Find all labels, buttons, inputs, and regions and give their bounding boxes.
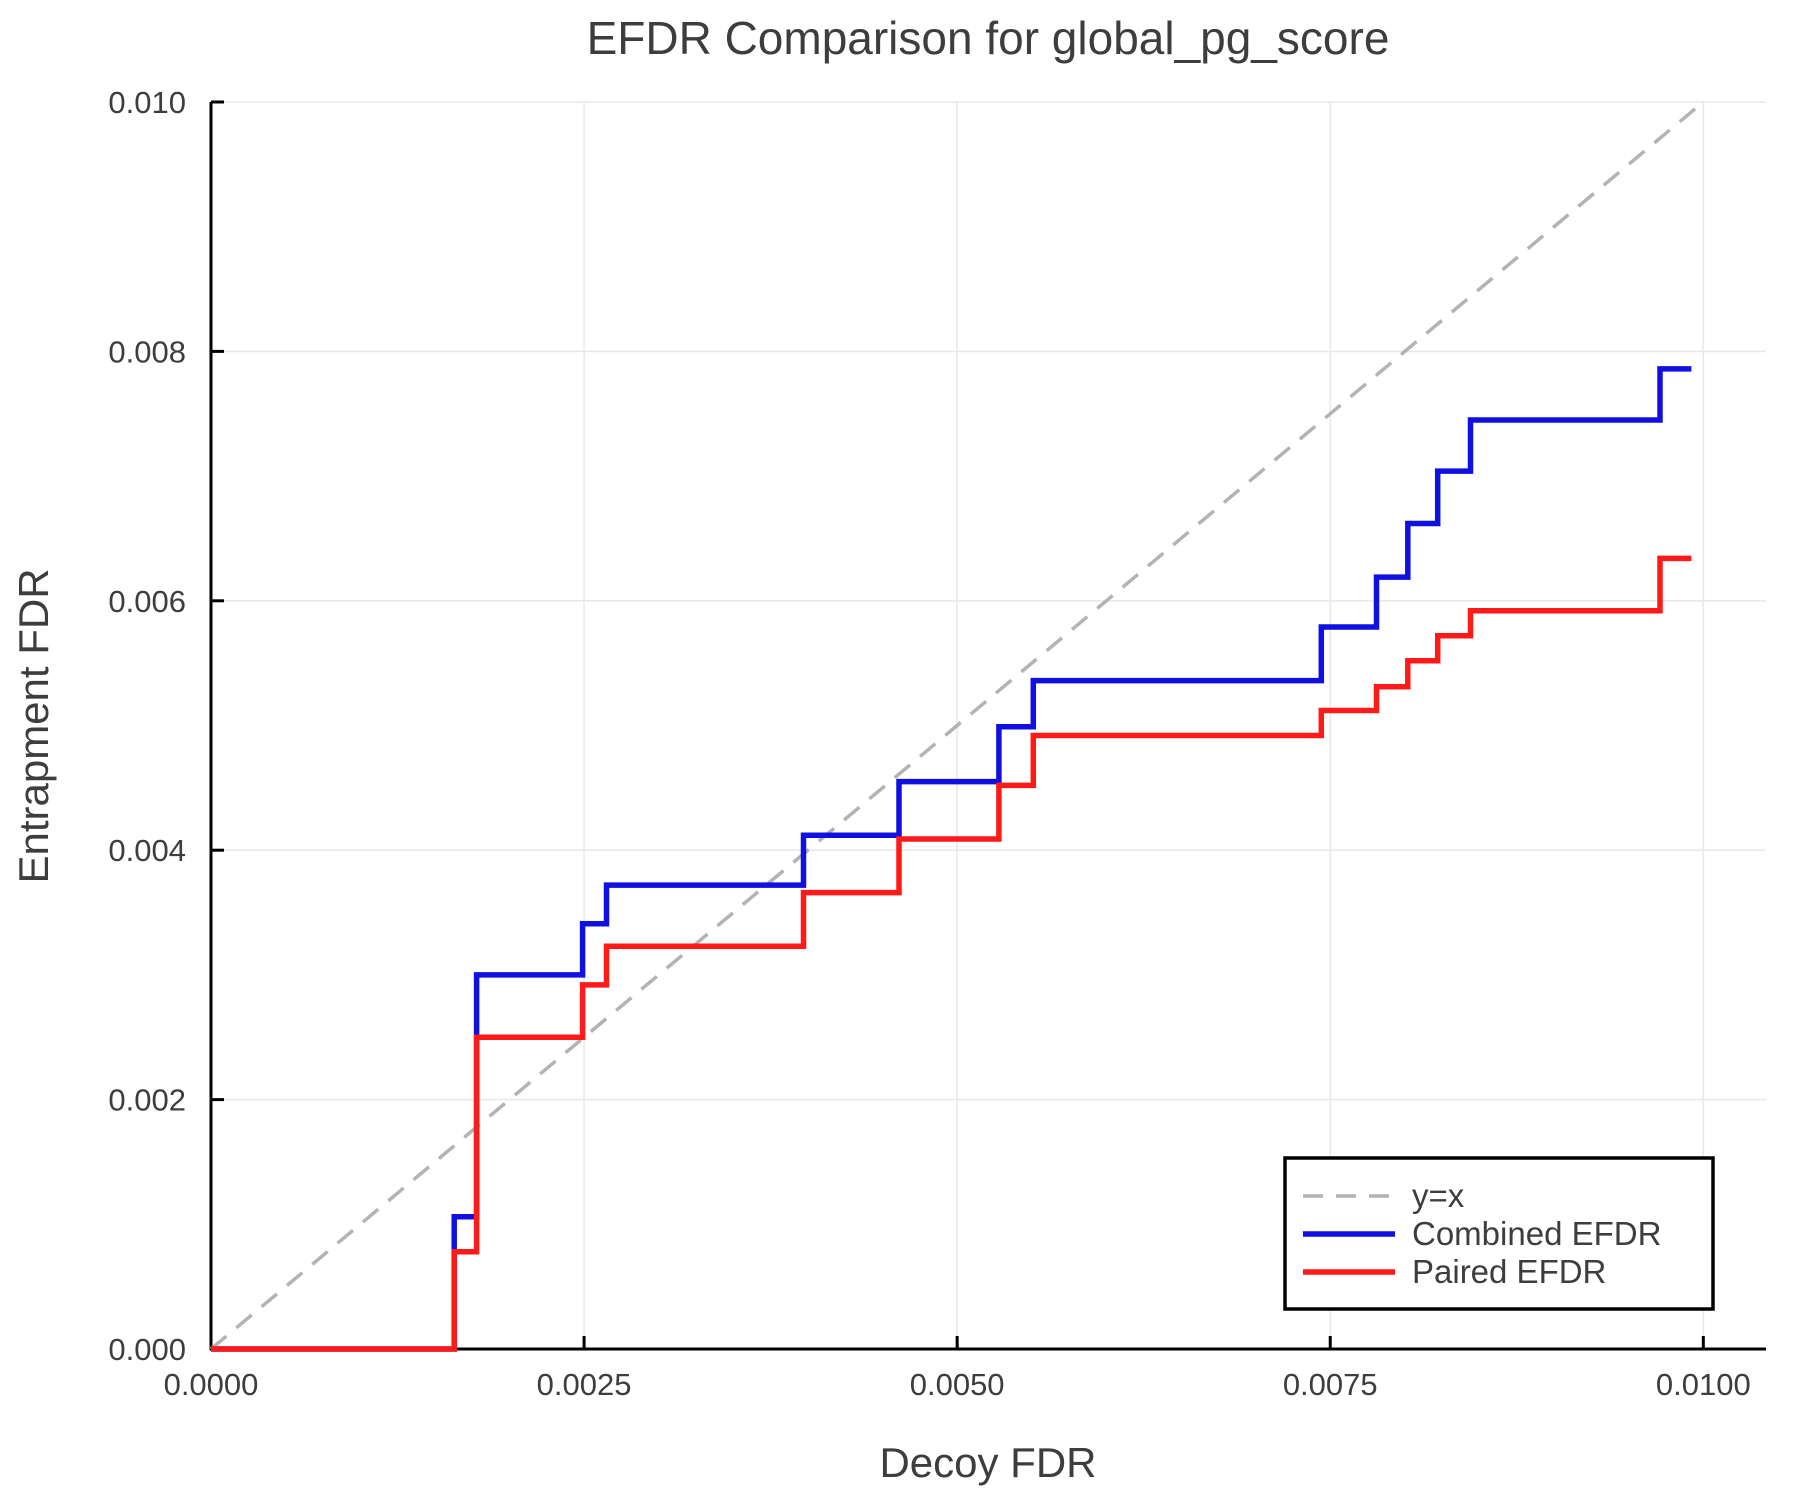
y-axis-tick-label: 0.004 bbox=[108, 833, 186, 868]
series-line-combined-efdr bbox=[211, 366, 1692, 1352]
axes: 0.0000 0.0025 0.0050 0.0075 0.0100 0.000 0.002… bbox=[108, 85, 1766, 1402]
series-line-paired-efdr bbox=[211, 555, 1692, 1352]
data-series bbox=[209, 100, 1705, 1352]
x-axis-tick-label: 0.0075 bbox=[1283, 1367, 1378, 1402]
x-axis-tick-label: 0.0050 bbox=[910, 1367, 1005, 1402]
y-axis-title: Entrapment FDR bbox=[10, 568, 57, 883]
y-axis-tick-label: 0.000 bbox=[108, 1332, 186, 1367]
x-axis-title: Decoy FDR bbox=[879, 1439, 1096, 1486]
y-axis-tick-label: 0.010 bbox=[108, 85, 186, 120]
grid-lines bbox=[211, 101, 1766, 1349]
x-axis-tick-label: 0.0025 bbox=[537, 1367, 632, 1402]
chart-title: EFDR Comparison for global_pg_score bbox=[587, 12, 1390, 64]
legend-entry-label: y=x bbox=[1412, 1177, 1465, 1214]
legend-entry-label: Combined EFDR bbox=[1412, 1215, 1661, 1252]
y-axis-tick-label: 0.008 bbox=[108, 334, 186, 369]
x-axis-tick-label: 0.0000 bbox=[164, 1367, 259, 1402]
y-axis-tick-label: 0.006 bbox=[108, 584, 186, 619]
legend-entry-label: Paired EFDR bbox=[1412, 1253, 1606, 1290]
y-axis-tick-label: 0.002 bbox=[108, 1083, 186, 1118]
x-axis-tick-label: 0.0100 bbox=[1656, 1367, 1751, 1402]
series-line-y-x bbox=[209, 100, 1705, 1351]
